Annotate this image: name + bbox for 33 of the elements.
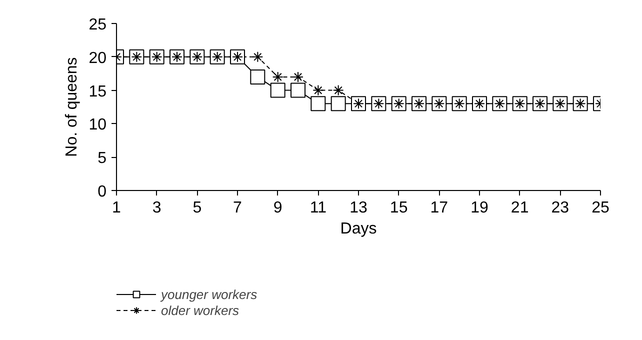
point: [252, 51, 264, 62]
y-tick-label: 15: [88, 83, 107, 100]
legend-label: older workers: [161, 302, 240, 318]
x-tick-label: 23: [551, 200, 570, 216]
legend-label: younger workers: [161, 286, 258, 302]
point: [312, 84, 324, 96]
x-tick-label: 21: [510, 200, 529, 216]
x-tick-label: 11: [310, 200, 327, 216]
x-tick-label: 1: [112, 200, 122, 216]
point: [270, 82, 286, 98]
point: [272, 71, 284, 82]
x-tick-label: 17: [430, 200, 448, 216]
x-axis-title: Days: [340, 220, 377, 238]
y-tick-label: 0: [98, 184, 107, 200]
x-tick-label: 5: [192, 200, 202, 216]
point: [290, 82, 306, 98]
y-axis-title: No. of queens: [64, 57, 81, 157]
y-tick-label: 10: [88, 116, 107, 134]
x-tick-label: 7: [233, 200, 242, 216]
x-tick-label: 15: [390, 200, 408, 216]
point: [330, 96, 346, 112]
x-tick-label: 9: [273, 200, 282, 216]
x-tick-label: 19: [470, 200, 488, 216]
point: [332, 84, 344, 96]
y-tick-label: 5: [98, 150, 107, 168]
point: [310, 96, 326, 112]
y-tick-label: 25: [88, 16, 107, 34]
x-tick-label: 13: [350, 200, 368, 216]
y-tick-label: 20: [88, 50, 107, 67]
x-tick-label: 3: [152, 200, 162, 216]
point: [250, 69, 266, 84]
point: [292, 71, 304, 82]
x-tick-label: 25: [592, 200, 610, 216]
